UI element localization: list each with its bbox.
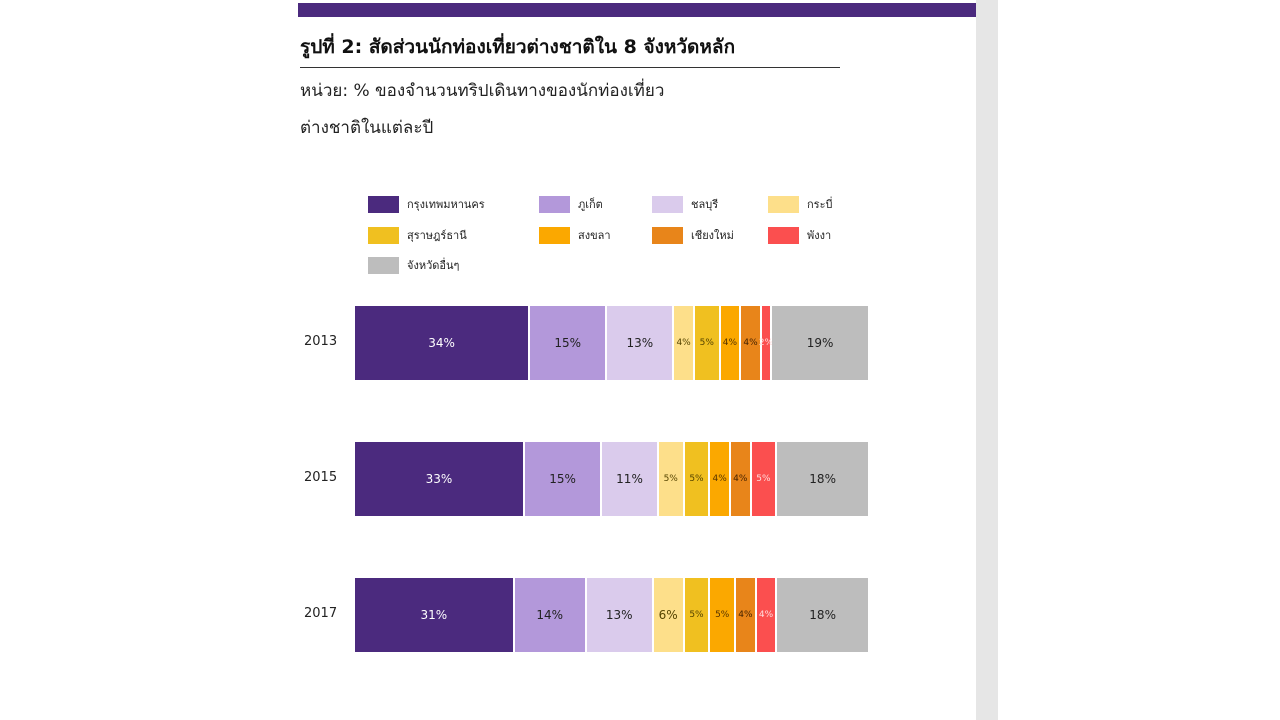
- bar-segment: 11%: [602, 442, 657, 516]
- data-label: 4%: [733, 474, 748, 484]
- legend-label: กระบี่: [807, 198, 833, 211]
- data-label: 4%: [738, 610, 753, 620]
- data-label: 19%: [806, 336, 834, 350]
- chart-subtitle-line1: หน่วย: % ของจำนวนทริปเดินทางของนักท่องเท…: [300, 81, 665, 101]
- data-label: 5%: [699, 338, 714, 348]
- bar-segment: 15%: [524, 442, 601, 516]
- bar-segment: 4%: [736, 578, 755, 652]
- data-label: 5%: [663, 474, 678, 484]
- legend-swatch: [368, 226, 399, 244]
- bar-segment: 18%: [777, 578, 868, 652]
- legend-label: กรุงเทพมหานคร: [407, 198, 485, 211]
- bar-segment: 4%: [720, 306, 740, 380]
- legend-swatch: [368, 195, 399, 213]
- data-label: 11%: [616, 472, 643, 486]
- bar-segment: 4%: [756, 578, 776, 652]
- legend-item: จังหวัดอื่นๆ: [368, 256, 459, 274]
- legend-swatch: [652, 226, 683, 244]
- bar-segment: 5%: [694, 306, 719, 380]
- header-accent-bar: [298, 3, 976, 17]
- bar-segment: 15%: [530, 306, 606, 380]
- scrollbar[interactable]: [976, 0, 998, 720]
- bar-segment: 5%: [684, 578, 709, 652]
- category-label: 2015: [304, 470, 338, 485]
- legend-item: กระบี่: [768, 195, 832, 213]
- data-label: 4%: [722, 338, 738, 348]
- bar-segment: 5%: [658, 442, 683, 516]
- legend-label: จังหวัดอื่นๆ: [407, 259, 460, 272]
- chart-title: รูปที่ 2: สัดส่วนนักท่องเที่ยวต่างชาติใน…: [300, 36, 736, 58]
- data-label: 6%: [658, 608, 678, 622]
- legend-item: ภูเก็ต: [539, 195, 603, 213]
- bar-segment: 31%: [355, 578, 513, 652]
- data-label: 5%: [756, 474, 771, 484]
- legend-label: สุราษฎร์ธานี: [407, 229, 467, 242]
- legend-swatch: [368, 256, 399, 274]
- legend-swatch: [539, 226, 570, 244]
- data-label: 4%: [758, 610, 774, 620]
- bar-segment: 2%: [758, 306, 774, 380]
- legend-item: สุราษฎร์ธานี: [368, 226, 467, 244]
- bar-segment: 4%: [710, 442, 729, 516]
- bar-segment: 34%: [355, 306, 529, 380]
- data-label: 4%: [712, 474, 727, 484]
- data-label: 13%: [626, 336, 654, 350]
- legend-item: สงขลา: [539, 226, 611, 244]
- chart-subtitle-line2: ต่างชาติในแต่ละปี: [300, 118, 434, 138]
- bar-segment: 19%: [772, 306, 868, 380]
- bar-row-2013: 34% 15% 13% 4% 5% 4% 4% 2% 19%: [355, 306, 870, 380]
- data-label: 14%: [536, 608, 564, 622]
- data-label: 5%: [689, 474, 704, 484]
- data-label: 15%: [554, 336, 582, 350]
- legend-label: เชียงใหม่: [691, 229, 734, 242]
- legend-label: สงขลา: [578, 229, 611, 242]
- bar-segment: 13%: [607, 306, 673, 380]
- bar-segment: 5%: [710, 578, 735, 652]
- data-label: 18%: [809, 472, 836, 486]
- bar-segment: 5%: [684, 442, 709, 516]
- category-label: 2013: [304, 334, 338, 349]
- legend-swatch: [539, 195, 570, 213]
- category-label: 2017: [304, 606, 338, 621]
- bar-segment: 5%: [751, 442, 776, 516]
- bar-segment: 4%: [730, 442, 750, 516]
- bar-segment: 4%: [674, 306, 693, 380]
- legend-item: พังงา: [768, 226, 831, 244]
- legend-swatch: [768, 226, 799, 244]
- data-label: 33%: [425, 472, 453, 486]
- legend-swatch: [652, 195, 683, 213]
- data-label: 13%: [605, 608, 633, 622]
- legend-item: ชลบุรี: [652, 195, 718, 213]
- data-label: 2%: [758, 338, 774, 348]
- data-label: 5%: [689, 610, 704, 620]
- data-label: 5%: [715, 610, 730, 620]
- data-label: 18%: [809, 608, 836, 622]
- bar-row-2015: 33% 15% 11% 5% 5% 4% 4% 5% 18%: [355, 442, 870, 516]
- legend-item: เชียงใหม่: [652, 226, 734, 244]
- bar-segment: 18%: [777, 442, 868, 516]
- bar-segment: 4%: [741, 306, 760, 380]
- legend-label: ชลบุรี: [691, 198, 719, 211]
- data-label: 4%: [743, 338, 758, 348]
- title-divider: [300, 67, 840, 68]
- legend-item: กรุงเทพมหานคร: [368, 195, 485, 213]
- legend-label: พังงา: [807, 229, 832, 242]
- bar-segment: 33%: [355, 442, 523, 516]
- data-label: 31%: [420, 608, 448, 622]
- data-label: 34%: [428, 336, 455, 350]
- bar-segment: 14%: [514, 578, 585, 652]
- bar-segment: 6%: [653, 578, 683, 652]
- bar-row-2017: 31% 14% 13% 6% 5% 5% 4% 4% 18%: [355, 578, 870, 652]
- data-label: 15%: [549, 472, 576, 486]
- legend-swatch: [768, 195, 799, 213]
- legend-label: ภูเก็ต: [578, 198, 603, 211]
- bar-segment: 13%: [586, 578, 652, 652]
- data-label: 4%: [676, 338, 691, 348]
